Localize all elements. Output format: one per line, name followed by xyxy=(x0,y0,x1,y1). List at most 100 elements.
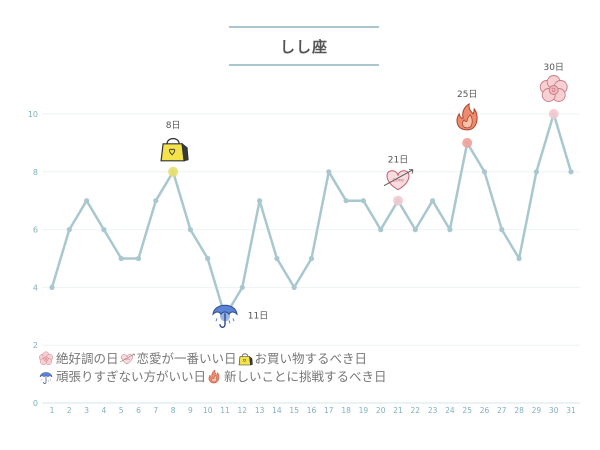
chart-title: しし座 xyxy=(279,37,328,56)
x-tick-label: 22 xyxy=(411,406,421,415)
data-point xyxy=(291,284,297,290)
series-line xyxy=(50,112,573,318)
data-point xyxy=(481,169,488,175)
data-point xyxy=(430,198,436,204)
data-point xyxy=(568,169,574,175)
title-box: しし座 xyxy=(229,26,379,66)
data-point xyxy=(308,255,315,262)
annotations: 8日 11日 Love 21日 25日 30日 xyxy=(160,62,568,328)
x-tick-label: 21 xyxy=(393,406,403,415)
x-tick-label: 3 xyxy=(84,406,89,415)
x-tick-label: 27 xyxy=(497,406,507,415)
legend-label: 恋愛が一番いい日 xyxy=(136,351,237,366)
x-tick-label: 11 xyxy=(220,406,230,415)
grid-lines xyxy=(42,113,580,404)
y-tick-label: 8 xyxy=(33,168,38,177)
heart-icon: Love xyxy=(119,353,135,365)
legend-item: 新しいことに挑戦するべき日 xyxy=(206,368,387,386)
legend-item: Love 恋愛が一番いい日 xyxy=(119,350,237,368)
x-tick-label: 12 xyxy=(238,406,248,415)
legend-label: 絶好調の日 xyxy=(56,351,119,366)
data-point xyxy=(516,255,522,262)
x-tick-label: 24 xyxy=(445,406,455,415)
x-tick-labels: 1 2 3 4 5 6 7 8 9 10 11 12 13 14 15 16 17 18 19 20 21 22 23 24 2… xyxy=(50,406,576,415)
x-tick-label: 18 xyxy=(341,406,351,415)
data-point xyxy=(101,227,107,233)
x-tick-label: 16 xyxy=(307,406,317,415)
x-tick-label: 26 xyxy=(480,406,490,415)
x-tick-label: 31 xyxy=(566,406,576,415)
legend-row: 絶好調の日 Love 恋愛が一番いい日 お買い物するべき日 xyxy=(38,350,387,368)
y-tick-labels: 0 2 4 6 8 10 xyxy=(28,110,38,408)
x-tick-label: 30 xyxy=(549,406,559,415)
svg-text:Love: Love xyxy=(393,178,404,184)
y-tick-label: 2 xyxy=(33,341,38,350)
shopping-bag-icon xyxy=(160,137,189,162)
umbrella-icon xyxy=(39,372,53,384)
data-point xyxy=(49,284,55,290)
x-tick-label: 9 xyxy=(188,406,193,415)
legend-item: お買い物するべき日 xyxy=(237,350,368,368)
shopping-bag-icon xyxy=(238,353,253,366)
highlight-point xyxy=(462,137,473,148)
data-point xyxy=(118,255,124,262)
x-tick-label: 2 xyxy=(67,406,72,415)
data-point xyxy=(66,227,72,233)
annotation-label: 30日 xyxy=(543,62,563,73)
legend-label: 新しいことに挑戦するべき日 xyxy=(224,369,387,384)
umbrella-icon xyxy=(212,304,238,328)
annotation-label: 25日 xyxy=(457,89,477,100)
flower-icon xyxy=(39,351,53,365)
data-point xyxy=(153,198,159,204)
data-point xyxy=(412,227,418,233)
data-point xyxy=(447,227,453,233)
legend-item: 絶好調の日 xyxy=(38,350,119,368)
y-tick-label: 0 xyxy=(33,399,38,408)
svg-text:Love: Love xyxy=(124,358,130,361)
data-point xyxy=(326,169,332,175)
flame-icon xyxy=(208,369,220,384)
data-point xyxy=(135,255,142,262)
heart-icon: Love xyxy=(119,353,135,365)
series-line-group xyxy=(50,112,573,318)
x-tick-label: 23 xyxy=(428,406,438,415)
x-tick-label: 10 xyxy=(203,406,213,415)
y-tick-label: 10 xyxy=(28,110,38,119)
x-tick-label: 6 xyxy=(136,406,141,415)
data-point xyxy=(360,198,366,204)
flame-icon xyxy=(456,102,478,131)
highlight-point xyxy=(393,195,403,206)
x-tick-label: 25 xyxy=(462,406,472,415)
x-tick-label: 7 xyxy=(153,406,158,415)
umbrella-icon xyxy=(39,372,53,384)
legend-label: 頑張りすぎない方がいい日 xyxy=(56,369,207,384)
y-tick-label: 6 xyxy=(33,226,38,235)
shopping-bag-icon xyxy=(238,353,253,366)
x-tick-label: 4 xyxy=(102,406,107,415)
legend-item: 頑張りすぎない方がいい日 xyxy=(38,368,206,386)
legend-label: お買い物するべき日 xyxy=(254,351,368,366)
flame-icon xyxy=(208,369,220,384)
x-tick-label: 20 xyxy=(376,406,386,415)
data-point xyxy=(343,198,349,204)
y-tick-label: 4 xyxy=(33,283,38,292)
flower-icon xyxy=(539,75,568,102)
x-tick-label: 1 xyxy=(50,406,55,415)
data-point xyxy=(378,227,384,233)
data-point xyxy=(533,169,540,175)
annotation-label: 11日 xyxy=(248,310,268,321)
data-point xyxy=(239,284,245,290)
data-point xyxy=(187,227,193,233)
heart-icon: Love xyxy=(383,169,414,191)
data-point xyxy=(499,227,505,233)
x-tick-label: 29 xyxy=(532,406,542,415)
legend: 絶好調の日 Love 恋愛が一番いい日 お買い物するべき日頑張りすぎない方がいい日 新し… xyxy=(38,350,387,386)
data-point xyxy=(274,255,280,262)
legend-row: 頑張りすぎない方がいい日 新しいことに挑戦するべき日 xyxy=(38,368,387,386)
x-tick-label: 28 xyxy=(514,406,524,415)
highlight-point xyxy=(548,109,559,119)
annotation-label: 21日 xyxy=(388,155,408,166)
x-tick-label: 8 xyxy=(171,406,176,415)
x-tick-label: 17 xyxy=(324,406,334,415)
